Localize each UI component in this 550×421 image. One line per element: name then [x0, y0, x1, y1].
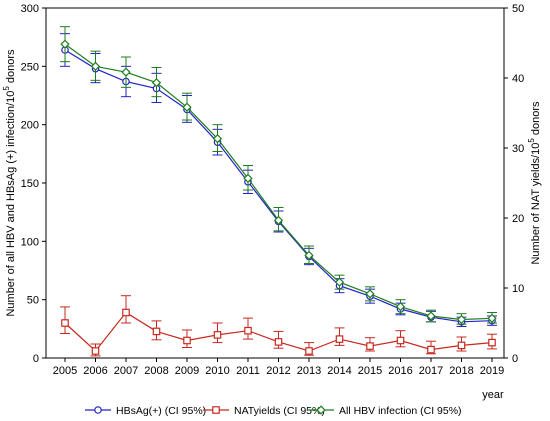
- data-point: [334, 277, 345, 287]
- plot-area: [45, 7, 505, 359]
- y-tick-label-right: 0: [512, 353, 518, 365]
- data-point: [427, 345, 435, 354]
- y-axis-title-left-sup: 5: [2, 86, 11, 91]
- x-axis: 2005 2006 2007 2008 2009 2010 2011 2012 2013 2014…: [53, 358, 504, 377]
- series-diamond: [60, 26, 497, 325]
- data-point: [243, 173, 253, 183]
- data-point: [488, 338, 496, 347]
- y-tick-label-right: 30: [512, 143, 524, 155]
- data-point: [365, 289, 375, 299]
- data-point: [273, 215, 284, 225]
- data-point: [305, 347, 313, 355]
- data-point: [426, 311, 436, 321]
- data-point: [122, 308, 130, 317]
- left-axis: 0 50 100 150 200 250 300: [21, 3, 46, 365]
- legend-swatch-marker: [316, 405, 326, 415]
- data-point: [335, 335, 344, 343]
- y-tick-label-left: 50: [27, 295, 39, 307]
- data-point: [304, 250, 314, 260]
- series-square: [60, 295, 497, 357]
- x-tick-label: 2014: [327, 365, 351, 377]
- x-tick-label: 2005: [53, 365, 77, 377]
- x-tick-label: 2011: [236, 365, 260, 377]
- y-tick-label-left: 200: [21, 120, 39, 132]
- x-tick-label: 2016: [388, 365, 412, 377]
- data-point: [121, 67, 131, 77]
- legend-swatch-marker: [94, 406, 102, 414]
- data-point: [152, 327, 161, 336]
- y-axis-title-right-text: Number of NAT yields/10: [530, 143, 542, 265]
- legend-item: All HBV infection (CI 95%): [308, 405, 462, 417]
- data-point: [151, 78, 162, 88]
- y-axis-title-left: Number of all HBV and HBsAg (+) infectio…: [2, 49, 17, 317]
- y-tick-label-right: 40: [512, 73, 524, 85]
- data-point: [396, 336, 405, 345]
- y-tick-label-left: 250: [21, 61, 39, 73]
- y-tick-label-right: 10: [512, 283, 524, 295]
- data-point: [60, 39, 70, 49]
- legend-item: HBsAg(+) (CI 95%): [85, 405, 206, 417]
- x-tick-label: 2017: [419, 365, 443, 377]
- x-tick-label: 2012: [266, 365, 290, 377]
- y-tick-label-left: 100: [21, 236, 39, 248]
- x-tick-label: 2019: [480, 365, 504, 377]
- x-tick-label: 2007: [114, 365, 138, 377]
- legend-item: NATyields (CI 95%): [203, 405, 325, 417]
- y-axis-title-left-text: Number of all HBV and HBsAg (+) infectio…: [5, 91, 17, 317]
- data-point: [457, 341, 466, 350]
- x-tick-label: 2010: [205, 365, 229, 377]
- data-point: [487, 313, 497, 323]
- y-axis-title-right-sup: 5: [527, 138, 536, 143]
- legend-label: All HBV infection (CI 95%): [339, 405, 462, 417]
- data-point: [213, 331, 222, 339]
- legend-label: NATyields (CI 95%): [234, 405, 325, 417]
- series-layer: [60, 26, 497, 357]
- x-tick-label: 2009: [175, 365, 199, 377]
- legend-label: HBsAg(+) (CI 95%): [116, 405, 206, 417]
- x-tick-label: 2018: [449, 365, 473, 377]
- x-tick-label: 2008: [144, 365, 168, 377]
- data-point: [456, 314, 467, 325]
- x-axis-title: year: [482, 389, 504, 401]
- data-point: [366, 342, 374, 350]
- data-point: [395, 302, 406, 312]
- data-point: [244, 326, 252, 335]
- y-tick-label-right: 20: [512, 213, 524, 225]
- data-point: [61, 319, 69, 327]
- legend-swatch-marker: [212, 406, 220, 414]
- data-point: [90, 61, 101, 71]
- data-point: [183, 336, 191, 345]
- x-tick-label: 2015: [358, 365, 382, 377]
- y-tick-label-right: 50: [512, 3, 524, 15]
- y-tick-label-left: 0: [33, 353, 39, 365]
- x-tick-label: 2006: [83, 365, 107, 377]
- data-point: [212, 134, 223, 144]
- data-point: [182, 102, 192, 112]
- data-point: [274, 338, 283, 346]
- y-axis-title-right-tail: donors: [530, 101, 542, 138]
- data-point: [91, 347, 100, 355]
- y-tick-label-left: 150: [21, 178, 39, 190]
- y-tick-label-left: 300: [21, 3, 39, 15]
- right-axis: 0 10 20 30 40 50: [504, 3, 524, 365]
- legend: HBsAg(+) (CI 95%) NATyields (CI 95%) All H…: [85, 405, 462, 417]
- y-axis-title-right: Number of NAT yields/105 donors: [527, 101, 542, 265]
- y-axis-title-left-tail: donors: [5, 49, 17, 86]
- x-tick-label: 2013: [297, 365, 321, 377]
